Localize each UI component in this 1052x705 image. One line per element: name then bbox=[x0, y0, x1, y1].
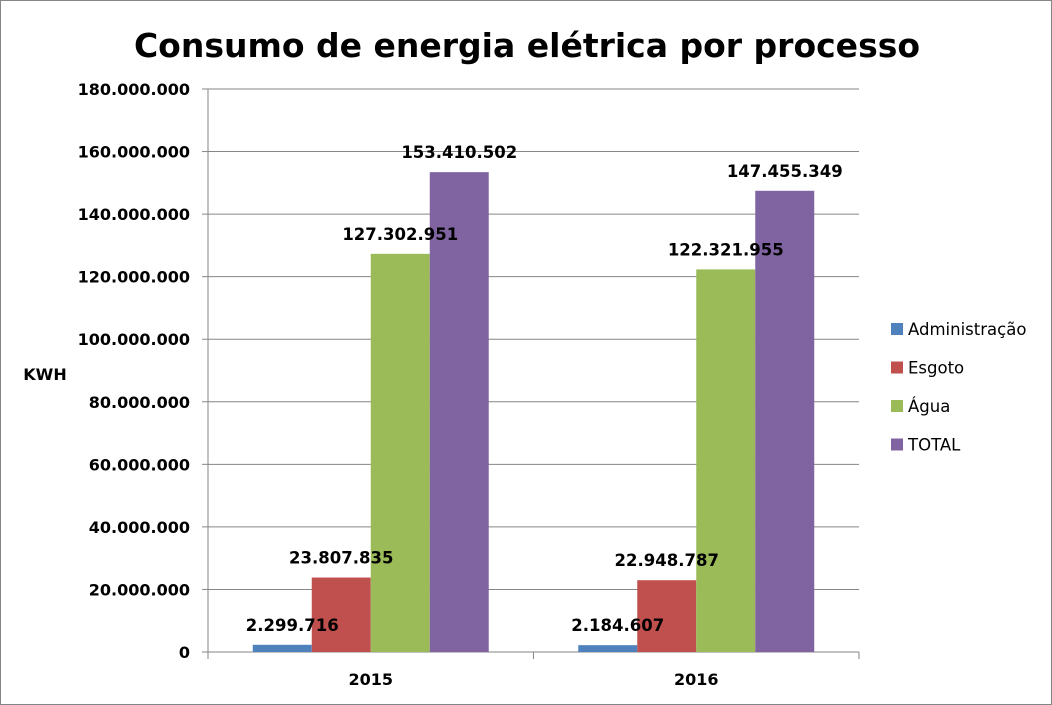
gridlines bbox=[208, 88, 859, 590]
chart-title: Consumo de energia elétrica por processo bbox=[134, 26, 920, 65]
legend-swatch bbox=[891, 361, 903, 374]
legend-swatch bbox=[891, 323, 903, 335]
y-tick-label: 80.000.000 bbox=[89, 393, 190, 412]
legend-label: Administração bbox=[908, 320, 1026, 339]
x-tick-label: 2016 bbox=[674, 670, 719, 689]
bar bbox=[311, 577, 371, 652]
legend: Administração Esgoto Água TOTAL bbox=[891, 320, 1026, 455]
x-tick-label: 2015 bbox=[348, 670, 393, 689]
data-label: 153.410.502 bbox=[401, 143, 517, 162]
y-tick-label: 100.000.000 bbox=[78, 330, 190, 349]
bar bbox=[370, 253, 430, 653]
data-label: 23.807.835 bbox=[289, 549, 393, 568]
y-tick-label: 40.000.000 bbox=[89, 518, 190, 537]
y-tick-label: 20.000.000 bbox=[89, 580, 190, 599]
data-label: 2.299.716 bbox=[246, 616, 339, 635]
y-tick-label: 160.000.000 bbox=[78, 143, 190, 162]
y-tick-label: 60.000.000 bbox=[89, 455, 190, 474]
data-label: 127.302.951 bbox=[342, 225, 458, 244]
y-axis-label: KWH bbox=[23, 365, 66, 384]
data-label: 122.321.955 bbox=[668, 240, 784, 259]
axes: 0 20.000.000 40.000.000 60.000.000 80.000.00… bbox=[78, 80, 860, 689]
y-tick-label: 120.000.000 bbox=[78, 268, 190, 287]
legend-label: TOTAL bbox=[907, 436, 961, 455]
data-label: 147.455.349 bbox=[727, 162, 843, 181]
legend-label: Água bbox=[908, 397, 950, 416]
legend-swatch bbox=[891, 400, 903, 412]
bars bbox=[252, 172, 815, 653]
bar bbox=[429, 172, 489, 652]
bar bbox=[578, 645, 638, 652]
legend-swatch bbox=[891, 438, 903, 451]
bar bbox=[252, 644, 312, 652]
bar bbox=[637, 580, 697, 652]
y-tick-label: 180.000.000 bbox=[78, 80, 190, 99]
data-label: 2.184.607 bbox=[571, 616, 664, 635]
bar bbox=[755, 190, 815, 653]
bar bbox=[696, 269, 756, 652]
legend-label: Esgoto bbox=[908, 359, 964, 378]
y-tick-label: 0 bbox=[179, 643, 190, 662]
data-labels: 2.299.716 23.807.835 127.302.951 153.410.50… bbox=[246, 143, 843, 635]
y-tick-label: 140.000.000 bbox=[78, 205, 190, 224]
data-label: 22.948.787 bbox=[615, 551, 719, 570]
